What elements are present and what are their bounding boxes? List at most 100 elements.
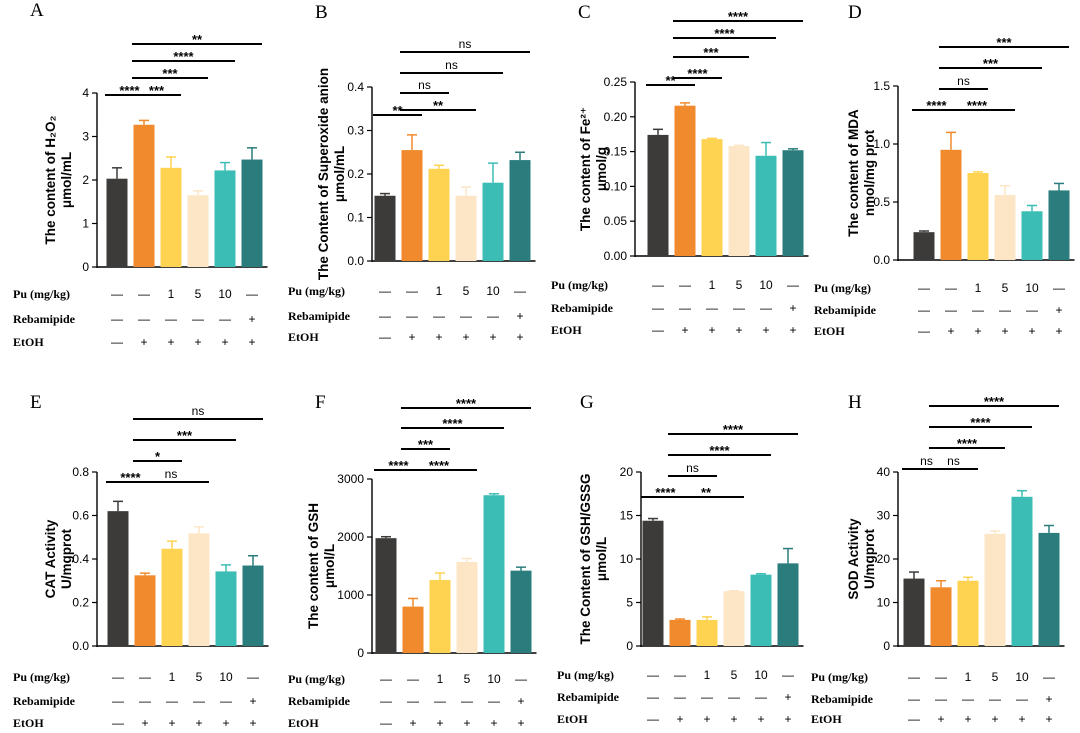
sig-label-h-1: ns (947, 454, 960, 468)
treatment-etoh-c-4: + (762, 323, 769, 337)
treatment-reb-f-5: + (517, 694, 524, 708)
treatment-reb-h-5: + (1045, 692, 1052, 706)
treatment-pu-g-5: — (782, 668, 794, 682)
treatment-etoh-c-1: + (681, 323, 688, 337)
y-tick-label-f: 0 (357, 646, 364, 660)
y-tick-label-a: 1 (82, 217, 89, 231)
bar-c-1 (674, 105, 696, 256)
y-tick-label-h: 30 (877, 509, 891, 523)
bar-d-2 (967, 173, 989, 260)
y-tick-label-b: 0.3 (347, 124, 364, 138)
y-tick-label-g: 20 (620, 465, 634, 479)
sig-label-a-4: ** (192, 32, 203, 47)
sig-label-a-2: *** (162, 66, 178, 81)
sig-label-e-2: ns (165, 467, 178, 481)
treatment-reb-c-2: — (706, 301, 718, 315)
treatment-etoh-h-1: + (937, 712, 944, 726)
sig-label-f-4: **** (456, 396, 477, 411)
treatment-reb-f-3: — (461, 694, 473, 708)
bar-f-1 (402, 606, 424, 653)
bar-f-5 (510, 570, 532, 653)
treatment-pu-h-2: 1 (965, 670, 972, 684)
bar-e-5 (242, 565, 264, 646)
treatment-pu-g-0: — (647, 668, 659, 682)
treatment-etoh-a-0: — (111, 335, 123, 349)
sig-label-f-2: **** (429, 458, 450, 473)
sig-label-a-1: *** (149, 83, 165, 98)
sig-label-g-4: **** (723, 422, 744, 437)
treatment-pu-d-5: — (1053, 281, 1065, 295)
treatment-reb-a-1: — (138, 312, 150, 326)
treatment-etoh-a-5: + (248, 335, 255, 349)
row-label-reb-c: Rebamipide (551, 301, 614, 315)
y-axis-label-d: The content of MDAnmol/mg prot (846, 109, 877, 237)
treatment-pu-e-1: — (139, 670, 151, 684)
y-axis-label-a: The content of H₂O₂μmol/mL (43, 116, 74, 245)
row-label-pu-c: Pu (mg/kg) (551, 278, 608, 292)
y-tick-label-d: 1.5 (873, 79, 890, 93)
bar-b-3 (455, 195, 477, 261)
treatment-pu-b-4: 10 (486, 284, 500, 298)
sig-label-b-1: ns (418, 78, 431, 92)
treatment-pu-a-5: — (246, 287, 258, 301)
treatment-reb-d-3: — (999, 303, 1011, 317)
treatment-pu-f-5: — (515, 672, 527, 686)
treatment-reb-d-5: + (1055, 303, 1062, 317)
treatment-pu-f-0: — (380, 672, 392, 686)
bar-c-3 (728, 146, 750, 256)
treatment-reb-g-0: — (647, 690, 659, 704)
treatment-etoh-b-0: — (379, 330, 391, 344)
sig-label-d-2: **** (967, 98, 988, 113)
treatment-etoh-b-4: + (489, 330, 496, 344)
treatment-reb-f-4: — (488, 694, 500, 708)
y-tick-label-a: 0 (82, 260, 89, 274)
treatment-reb-b-1: — (406, 309, 418, 323)
y-axis-label-line: SOD Activity (846, 518, 861, 600)
treatment-reb-b-5: + (516, 309, 523, 323)
sig-label-b-2: ** (433, 98, 444, 113)
sig-label-g-3: **** (709, 443, 730, 458)
panel-label-h: H (848, 392, 862, 413)
row-label-reb-e: Rebamipide (13, 694, 76, 708)
bar-b-5 (509, 160, 531, 261)
y-axis-label-line: The content of H₂O₂ (43, 116, 58, 245)
row-label-pu-a: Pu (mg/kg) (13, 287, 70, 301)
treatment-pu-g-3: 5 (731, 668, 738, 682)
bar-a-3 (187, 195, 209, 267)
bar-e-4 (215, 571, 237, 646)
y-tick-label-h: 40 (877, 465, 891, 479)
sig-label-f-3: **** (442, 416, 463, 431)
row-label-reb-f: Rebamipide (288, 694, 351, 708)
row-label-pu-g: Pu (mg/kg) (557, 668, 614, 682)
treatment-reb-a-2: — (165, 312, 177, 326)
treatment-pu-c-3: 5 (736, 278, 743, 292)
treatment-pu-e-2: 1 (169, 670, 176, 684)
row-label-etoh-h: EtOH (811, 712, 842, 726)
bar-d-5 (1048, 190, 1070, 260)
y-axis-label-line: The Content of GSH/GSSG (578, 474, 593, 645)
treatment-pu-g-4: 10 (754, 668, 768, 682)
sig-label-f-1: *** (418, 437, 434, 452)
treatment-pu-b-0: — (379, 284, 391, 298)
treatment-reb-a-4: — (219, 312, 231, 326)
row-label-pu-h: Pu (mg/kg) (811, 670, 868, 684)
treatment-reb-d-0: — (918, 303, 930, 317)
row-label-pu-e: Pu (mg/kg) (13, 670, 70, 684)
panel-label-e: E (30, 392, 42, 413)
bar-b-1 (401, 150, 423, 261)
treatment-reb-d-1: — (945, 303, 957, 317)
row-label-etoh-f: EtOH (288, 716, 319, 730)
sig-label-e-1: * (155, 449, 161, 464)
treatment-etoh-h-4: + (1018, 712, 1025, 726)
sig-label-h-0: ns (920, 454, 933, 468)
bar-h-5 (1038, 532, 1060, 646)
sig-label-d-1: ns (957, 74, 970, 88)
bar-h-1 (930, 587, 952, 646)
treatment-reb-b-4: — (487, 309, 499, 323)
treatment-etoh-g-0: — (647, 712, 659, 726)
treatment-reb-c-5: + (789, 301, 796, 315)
treatment-reb-h-0: — (908, 692, 920, 706)
bar-c-0 (647, 134, 669, 256)
sig-label-c-2: *** (703, 45, 719, 60)
